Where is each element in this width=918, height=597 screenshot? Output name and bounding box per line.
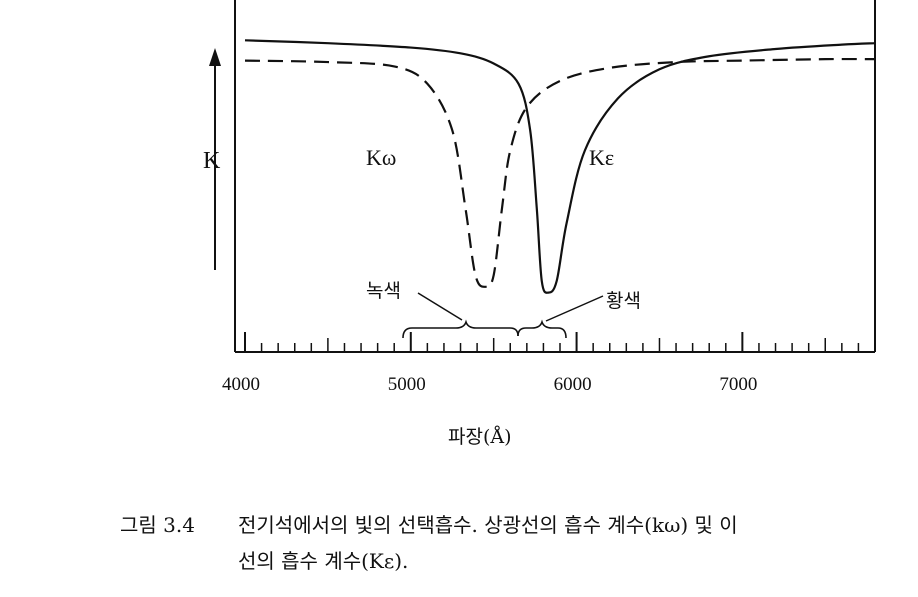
y-axis-label: K [203,148,221,174]
series-k-omega-label: Kω [366,145,396,170]
x-tick-label: 7000 [719,374,757,395]
y-axis-arrowhead-icon [209,48,221,66]
x-tick-label: 4000 [222,374,260,395]
series-k-omega-curve [244,57,876,288]
green-range-brace [402,319,519,339]
chart: 4000 5000 6000 7000 K Kω Kε 녹색 황색 파장(Å) [203,0,876,448]
series-k-epsilon-label: Kε [589,145,614,170]
yellow-range-brace [517,319,567,339]
caption-line-2: 선의 흡수 계수(Kε). [238,549,409,573]
caption-number: 그림 3.4 [120,513,195,537]
green-annotation-leader [417,292,463,321]
figure-caption: 그림 3.4 전기석에서의 빛의 선택흡수. 상광선의 흡수 계수(kω) 및 이… [120,507,918,579]
green-annotation-label: 녹색 [366,280,401,302]
x-tick-label: 6000 [554,374,592,395]
x-axis-minor-ticks [260,338,876,352]
x-axis-label: 파장(Å) [448,426,512,448]
yellow-annotation-label: 황색 [606,290,641,312]
x-axis-tick-labels: 4000 5000 6000 7000 [222,374,757,395]
caption-line-1: 전기석에서의 빛의 선택흡수. 상광선의 흡수 계수(kω) 및 이 [238,513,738,537]
x-axis-major-ticks [244,332,744,352]
yellow-annotation-leader [545,295,604,322]
series-k-epsilon-curve [244,39,876,294]
x-tick-label: 5000 [388,374,426,395]
